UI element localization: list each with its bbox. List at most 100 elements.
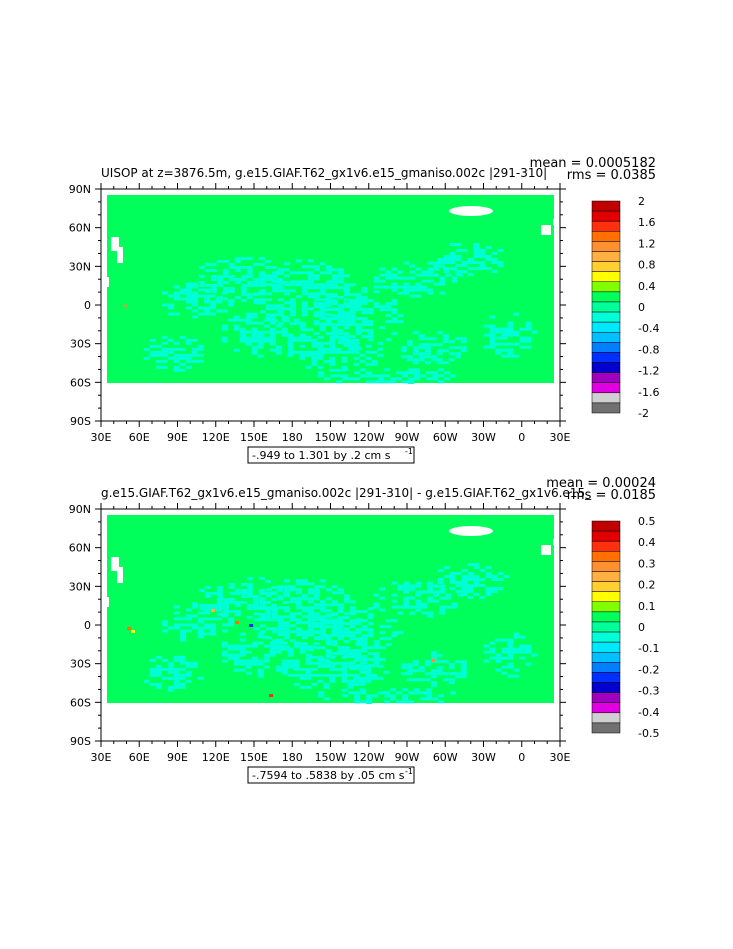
anomaly-cell — [307, 259, 314, 263]
anomaly-cell — [343, 283, 350, 287]
anomaly-cell — [283, 292, 290, 296]
anomaly-cell — [355, 631, 362, 635]
anomaly-cell — [343, 326, 350, 330]
anomaly-cell — [391, 634, 398, 638]
anomaly-cell — [251, 339, 258, 343]
anomaly-cell — [507, 351, 514, 355]
anomaly-cell — [257, 354, 264, 358]
anomaly-cell — [257, 336, 264, 340]
anomaly-cell — [307, 292, 314, 296]
anomaly-cell — [491, 578, 498, 582]
anomaly-cell — [305, 335, 312, 339]
anomaly-cell — [307, 328, 314, 332]
anomaly-cell — [173, 347, 180, 351]
anomaly-cell — [143, 347, 150, 351]
anomaly-cell — [149, 344, 156, 348]
anomaly-cell — [361, 329, 368, 333]
anomaly-cell — [367, 622, 374, 626]
anomaly-cell — [287, 647, 294, 651]
anomaly-cell — [485, 590, 492, 594]
anomaly-cell — [293, 336, 300, 340]
anomaly-cell — [210, 268, 217, 272]
anomaly-cell — [313, 292, 320, 296]
anomaly-cell — [234, 612, 241, 616]
anomaly-cell — [427, 273, 434, 277]
anomaly-cell — [354, 371, 361, 375]
anomaly-cell — [403, 285, 410, 289]
anomaly-cell — [437, 569, 444, 573]
anomaly-cell — [360, 368, 367, 372]
anomaly-cell — [353, 341, 360, 345]
anomaly-cell — [427, 590, 434, 594]
anomaly-cell — [198, 294, 205, 298]
anomaly-cell — [337, 341, 344, 345]
anomaly-cell — [424, 663, 431, 667]
anomaly-cell — [161, 359, 168, 363]
anomaly-cell — [495, 659, 502, 663]
anomaly-cell — [343, 646, 350, 650]
anomaly-cell — [185, 359, 192, 363]
anomaly-cell — [245, 318, 252, 322]
anomaly-cell — [293, 662, 300, 666]
anomaly-cell — [442, 361, 449, 365]
anomaly-cell — [253, 618, 260, 622]
anomaly-cell — [216, 594, 223, 598]
anomaly-cell — [427, 611, 434, 615]
anomaly-cell — [317, 658, 324, 662]
anomaly-cell — [295, 618, 302, 622]
anomaly-cell — [185, 670, 192, 674]
anomaly-cell — [331, 308, 338, 312]
anomaly-cell — [359, 682, 366, 686]
anomaly-cell — [210, 626, 217, 630]
anomaly-cell — [455, 581, 462, 585]
anomaly-cell — [265, 292, 272, 296]
x-tick-label: 60W — [433, 431, 458, 444]
anomaly-cell — [186, 294, 193, 298]
anomaly-cell — [337, 588, 344, 592]
anomaly-cell — [365, 362, 372, 366]
anomaly-cell — [397, 584, 404, 588]
anomaly-cell — [379, 637, 386, 641]
anomaly-cell — [239, 638, 246, 642]
anomaly-cell — [301, 621, 308, 625]
anomaly-cell — [359, 679, 366, 683]
anomaly-cell — [519, 345, 526, 349]
anomaly-cell — [318, 374, 325, 378]
anomaly-cell — [359, 661, 366, 665]
anomaly-cell — [155, 350, 162, 354]
anomaly-cell — [415, 581, 422, 585]
x-tick-label: 180 — [282, 431, 303, 444]
anomaly-cell — [342, 694, 349, 698]
anomaly-cell — [295, 630, 302, 634]
anomaly-cell — [337, 274, 344, 278]
anomaly-cell — [185, 338, 192, 342]
anomaly-cell — [295, 597, 302, 601]
anomaly-cell — [412, 669, 419, 673]
anomaly-cell — [173, 341, 180, 345]
anomaly-cell — [442, 337, 449, 341]
anomaly-cell — [461, 587, 468, 591]
anomaly-cell — [198, 588, 205, 592]
anomaly-cell — [353, 338, 360, 342]
anomaly-cell — [519, 336, 526, 340]
anomaly-cell — [221, 659, 228, 663]
anomaly-cell — [313, 618, 320, 622]
anomaly-cell — [329, 347, 336, 351]
y-tick-label: 90S — [70, 735, 91, 748]
anomaly-cell — [313, 606, 320, 610]
anomaly-cell — [343, 298, 350, 302]
anomaly-cell — [433, 584, 440, 588]
anomaly-cell — [293, 667, 300, 671]
anomaly-cell — [228, 286, 235, 290]
anomaly-cell — [234, 600, 241, 604]
anomaly-cell — [341, 667, 348, 671]
anomaly-cell — [313, 591, 320, 595]
anomaly-cell — [485, 587, 492, 591]
anomaly-cell — [263, 653, 270, 657]
colorbar-swatch — [591, 621, 621, 633]
anomaly-cell — [313, 588, 320, 592]
anomaly-cell — [507, 656, 514, 660]
anomaly-cell — [349, 612, 356, 616]
anomaly-cell — [281, 664, 288, 668]
anomaly-cell — [355, 326, 362, 330]
